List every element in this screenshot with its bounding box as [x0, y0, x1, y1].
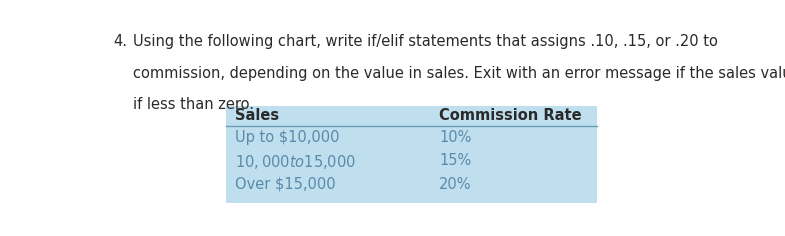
Text: Up to $10,000: Up to $10,000 [235, 130, 339, 145]
FancyBboxPatch shape [226, 105, 597, 203]
Text: 20%: 20% [439, 177, 472, 192]
Text: commission, depending on the value in sales. Exit with an error message if the s: commission, depending on the value in sa… [133, 66, 785, 80]
Text: Over $15,000: Over $15,000 [235, 177, 336, 192]
Text: 4.: 4. [113, 34, 127, 49]
Text: Using the following chart, write if/elif statements that assigns .10, .15, or .2: Using the following chart, write if/elif… [133, 34, 717, 49]
Text: 10%: 10% [439, 130, 472, 145]
Text: Commission Rate: Commission Rate [439, 108, 582, 123]
Text: if less than zero.: if less than zero. [133, 97, 254, 112]
Text: $10,000 to $15,000: $10,000 to $15,000 [235, 153, 356, 171]
Text: Sales: Sales [235, 108, 279, 123]
Text: 15%: 15% [439, 153, 471, 168]
